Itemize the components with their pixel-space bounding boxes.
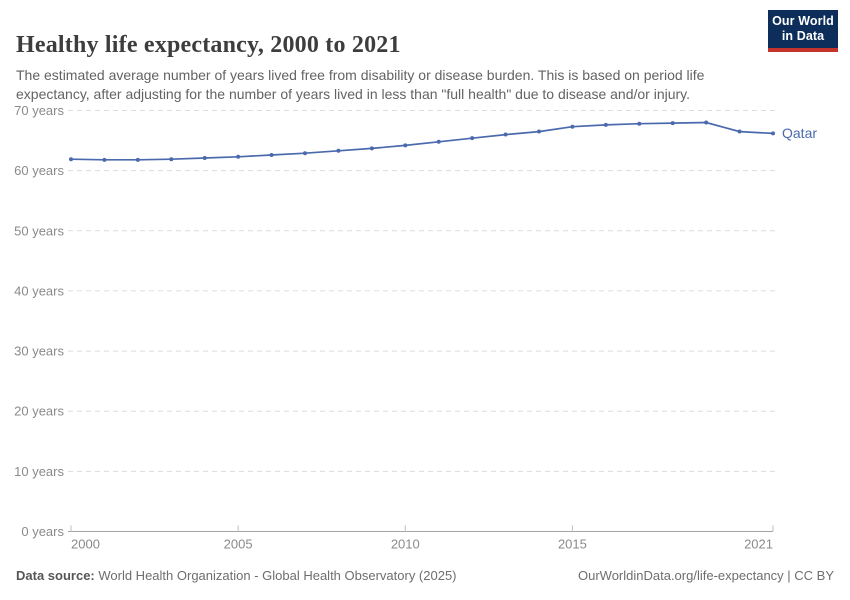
gridlines <box>68 110 777 472</box>
x-axis <box>68 525 774 532</box>
x-axis-labels: 2000 2005 2010 2015 2021 <box>71 537 773 552</box>
x-tick-label: 2015 <box>558 537 587 552</box>
x-tick-label: 2021 <box>744 537 773 552</box>
y-tick-label: 10 years <box>14 464 64 479</box>
chart-title: Healthy life expectancy, 2000 to 2021 <box>16 32 401 59</box>
data-point[interactable] <box>369 146 374 151</box>
data-point[interactable] <box>403 143 408 148</box>
y-tick-label: 0 years <box>21 524 64 539</box>
data-point[interactable] <box>269 153 274 158</box>
data-point[interactable] <box>737 129 742 134</box>
data-point[interactable] <box>336 148 341 153</box>
data-point[interactable] <box>169 157 174 162</box>
chart-footer: Data source: World Health Organization -… <box>16 568 834 588</box>
data-point[interactable] <box>637 121 642 126</box>
data-point[interactable] <box>503 132 508 137</box>
data-point[interactable] <box>436 139 441 144</box>
data-points-qatar <box>69 120 775 162</box>
owid-logo-line1: Our World <box>772 14 834 28</box>
data-point[interactable] <box>603 122 608 127</box>
data-point[interactable] <box>570 124 575 129</box>
data-point[interactable] <box>470 136 475 141</box>
data-point[interactable] <box>704 120 709 125</box>
data-point[interactable] <box>236 154 241 159</box>
data-line-qatar[interactable] <box>70 121 774 161</box>
owid-logo[interactable]: Our World in Data <box>768 10 838 52</box>
y-tick-label: 30 years <box>14 344 64 359</box>
data-point[interactable] <box>303 151 307 156</box>
y-tick-label: 20 years <box>14 404 64 419</box>
y-tick-label: 50 years <box>14 223 64 238</box>
chart-subtitle: The estimated average number of years li… <box>16 67 705 102</box>
owid-logo-line2: in Data <box>781 29 825 43</box>
data-point[interactable] <box>135 157 140 162</box>
y-tick-label: 60 years <box>14 163 64 178</box>
data-point[interactable] <box>670 121 675 126</box>
data-point[interactable] <box>102 157 107 162</box>
y-tick-label: 70 years <box>14 103 64 118</box>
x-tick-label: 2010 <box>391 537 420 552</box>
entity-label-qatar[interactable]: Qatar <box>782 125 817 141</box>
x-tick-label: 2000 <box>71 537 100 552</box>
attribution-text: OurWorldinData.org/life-expectancy | CC … <box>577 568 834 583</box>
data-point[interactable] <box>202 156 207 161</box>
y-tick-label: 40 years <box>14 283 64 298</box>
y-axis-labels: 0 years 10 years 20 years 30 years 40 years 5… <box>14 103 64 539</box>
data-source-value: World Health Organization - Global Healt… <box>94 568 457 583</box>
x-tick-label: 2005 <box>224 537 253 552</box>
data-point[interactable] <box>537 129 541 134</box>
data-point[interactable] <box>69 157 73 162</box>
data-point[interactable] <box>771 131 775 136</box>
data-source-label: Data source: <box>16 568 95 583</box>
data-source-note: Data source: World Health Organization -… <box>16 568 457 588</box>
